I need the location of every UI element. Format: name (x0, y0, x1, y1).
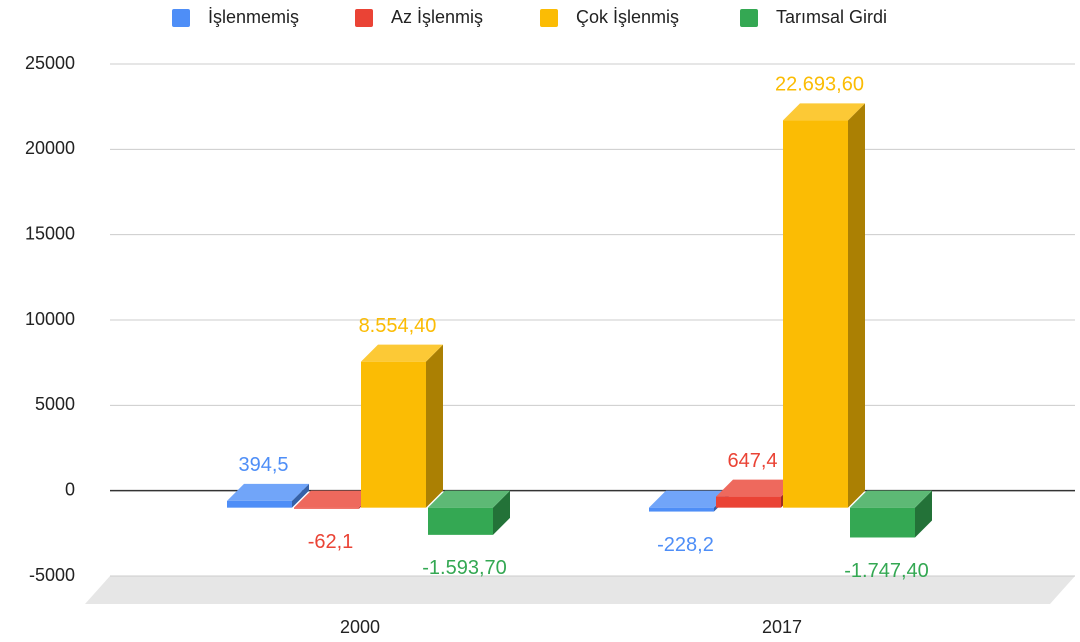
bar-top (783, 103, 865, 121)
legend-label: İşlenmemiş (208, 7, 299, 27)
bar-group (428, 490, 510, 535)
bar-group (361, 344, 443, 508)
bar-top (361, 344, 443, 362)
value-label: -228,2 (657, 534, 714, 556)
legend-label: Tarımsal Girdi (776, 7, 887, 27)
bar-top (716, 479, 798, 497)
legend-swatch (740, 9, 758, 27)
y-tick-label: 0 (65, 479, 75, 499)
value-label: 394,5 (238, 454, 288, 476)
y-tick-label: 15000 (25, 223, 75, 243)
value-label: -1.593,70 (422, 557, 507, 579)
bar-top (227, 483, 309, 501)
y-tick-label: 25000 (25, 53, 75, 73)
bar (428, 507, 493, 535)
bar (850, 507, 915, 538)
bar (294, 507, 359, 509)
bar-side (426, 344, 443, 508)
bar-top (649, 490, 731, 508)
bar-side (292, 483, 309, 508)
value-label: -1.747,40 (844, 560, 929, 582)
bar (361, 361, 426, 508)
bar (227, 500, 292, 508)
value-label: -62,1 (308, 531, 354, 553)
bar-side (848, 103, 865, 508)
value-label: 647,4 (727, 450, 777, 472)
y-tick-label: -5000 (29, 565, 75, 585)
legend-swatch (355, 9, 373, 27)
bar-group (850, 490, 932, 538)
bar-group (227, 483, 309, 508)
bar (783, 120, 848, 508)
bar-side (493, 490, 510, 535)
legend-label: Az İşlenmiş (391, 7, 483, 27)
bar-top (850, 490, 932, 508)
bar-group (783, 103, 865, 508)
value-label: 22.693,60 (775, 74, 864, 96)
bar-top (428, 490, 510, 508)
legend-swatch (172, 9, 190, 27)
y-tick-label: 10000 (25, 309, 75, 329)
bar-top (294, 490, 376, 508)
x-tick-label: 2000 (340, 617, 380, 637)
legend-label: Çok İşlenmiş (576, 7, 679, 27)
bar (649, 507, 714, 512)
bar (716, 496, 781, 508)
y-tick-label: 5000 (35, 394, 75, 414)
legend-swatch (540, 9, 558, 27)
floor (85, 576, 1075, 604)
value-label: 8.554,40 (359, 315, 437, 337)
y-tick-label: 20000 (25, 138, 75, 158)
bar-side (915, 490, 932, 538)
x-tick-label: 2017 (762, 617, 802, 637)
